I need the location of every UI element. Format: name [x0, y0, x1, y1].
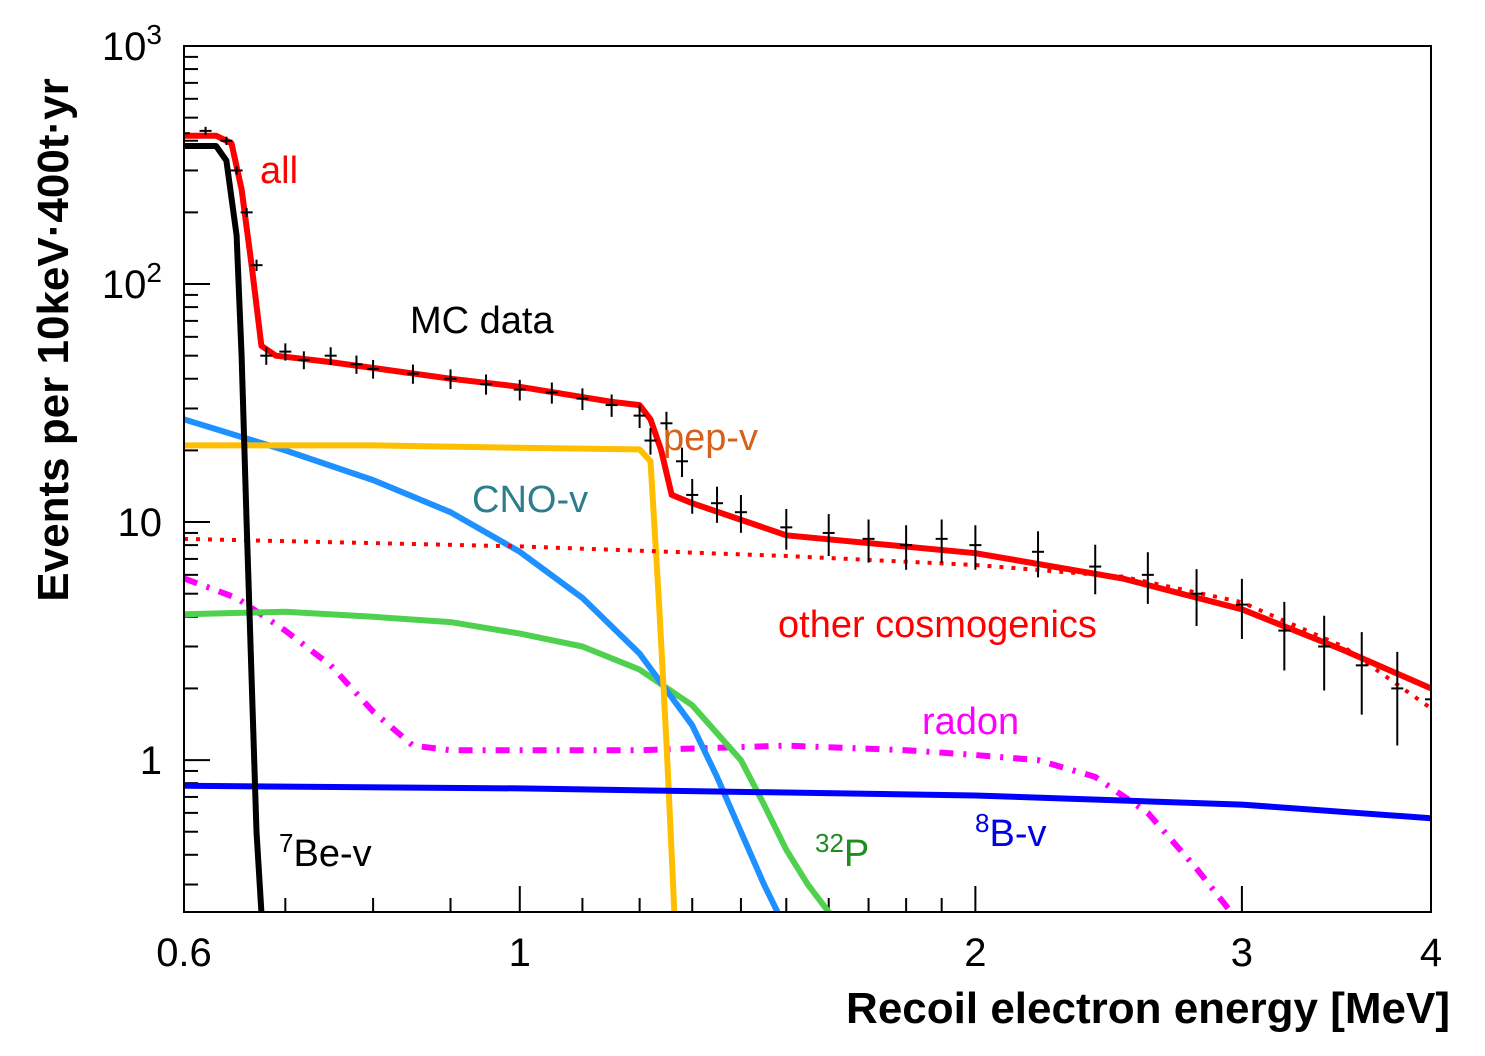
mc-data-point — [480, 374, 493, 395]
mc-data-point — [367, 359, 380, 379]
y-tick-label: 10 — [118, 501, 163, 545]
mc-data-point — [1318, 615, 1331, 691]
mc-data-point — [633, 404, 646, 429]
annotation-be7: 7Be-v — [279, 828, 372, 875]
mc-data-point — [1278, 601, 1291, 671]
annotation-b8: 8B-v — [975, 808, 1046, 855]
mc-data-point — [576, 388, 589, 411]
mc-data-point — [605, 394, 618, 417]
annotation-p32: 32P — [815, 828, 869, 875]
annotation-cno: CNO-v — [472, 479, 588, 521]
mc-data-point — [260, 347, 273, 365]
series-line-cno-nu — [184, 416, 781, 912]
mc-data-point — [686, 479, 699, 514]
mc-data-point — [822, 514, 835, 557]
y-tick-label: 103 — [102, 19, 162, 69]
mc-data-point — [900, 525, 913, 570]
mc-data-point — [184, 129, 190, 138]
series-line-all — [184, 132, 1431, 692]
series-annotations: all MC data pep-v CNO-v other cosmogenics rad… — [260, 150, 1097, 875]
mc-data-point — [240, 208, 253, 217]
y-tick-label: 1 — [140, 739, 162, 783]
mc-data-point — [734, 495, 747, 533]
series-line-p32 — [184, 608, 832, 912]
series-line-b8-nu — [184, 782, 1431, 822]
mc-data-points — [184, 126, 1431, 761]
x-tick-label: 4 — [1420, 931, 1442, 975]
mc-data-point — [711, 486, 724, 523]
plot-frame — [183, 45, 1432, 913]
mc-data-point — [1190, 569, 1203, 626]
mc-data-point — [545, 382, 558, 404]
annotation-pep: pep-v — [663, 417, 758, 459]
mc-data-point — [1235, 578, 1248, 639]
mc-data-point — [676, 447, 689, 478]
annotation-cosmo: other cosmogenics — [778, 604, 1097, 646]
mc-data-point — [780, 508, 793, 550]
series-line-other-cosmogenics — [184, 536, 1431, 710]
mc-data-point — [1141, 552, 1154, 604]
y-tick-labels: 1 10 102 103 — [102, 19, 162, 783]
mc-data-point — [1355, 632, 1368, 715]
mc-data-point — [644, 428, 657, 455]
series-line-pep-nu — [184, 442, 678, 912]
x-tick-label: 0.6 — [156, 931, 212, 975]
annotation-radon: radon — [922, 701, 1019, 743]
x-tick-labels: 0.6 1 2 3 4 — [156, 931, 1442, 975]
mc-data-point — [660, 411, 673, 437]
annotation-mcdata: MC data — [410, 300, 554, 342]
mc-data-point — [220, 136, 233, 145]
y-axis-title: Events per 10keV·400t·yr — [29, 78, 78, 601]
mc-data-point — [1089, 544, 1102, 595]
mc-data-point — [250, 259, 263, 272]
annotation-all: all — [260, 150, 298, 192]
mc-data-point — [279, 343, 292, 361]
series-line-radon — [184, 575, 1234, 912]
x-tick-label: 1 — [509, 931, 531, 975]
x-tick-label: 2 — [964, 931, 986, 975]
mc-data-point — [444, 369, 457, 390]
series-line-be7-nu — [184, 143, 265, 912]
mc-data-point — [862, 519, 875, 563]
mc-data-point — [199, 126, 212, 136]
series-layer — [184, 132, 1431, 912]
mc-data-point — [1391, 651, 1404, 746]
mc-data-point — [297, 351, 310, 370]
x-tick-label: 3 — [1231, 931, 1253, 975]
mc-data-point — [230, 166, 243, 175]
x-axis-title: Recoil electron energy [MeV] — [846, 984, 1450, 1033]
mc-data-point — [935, 519, 948, 563]
mc-data-point — [406, 364, 419, 384]
mc-data-point — [1425, 661, 1431, 761]
mc-data-point — [969, 525, 982, 570]
mc-data-point — [1032, 531, 1045, 578]
mc-data-point — [350, 355, 363, 374]
y-tick-label: 102 — [102, 257, 162, 307]
mc-data-point — [324, 347, 337, 365]
mc-data-point — [513, 379, 526, 401]
